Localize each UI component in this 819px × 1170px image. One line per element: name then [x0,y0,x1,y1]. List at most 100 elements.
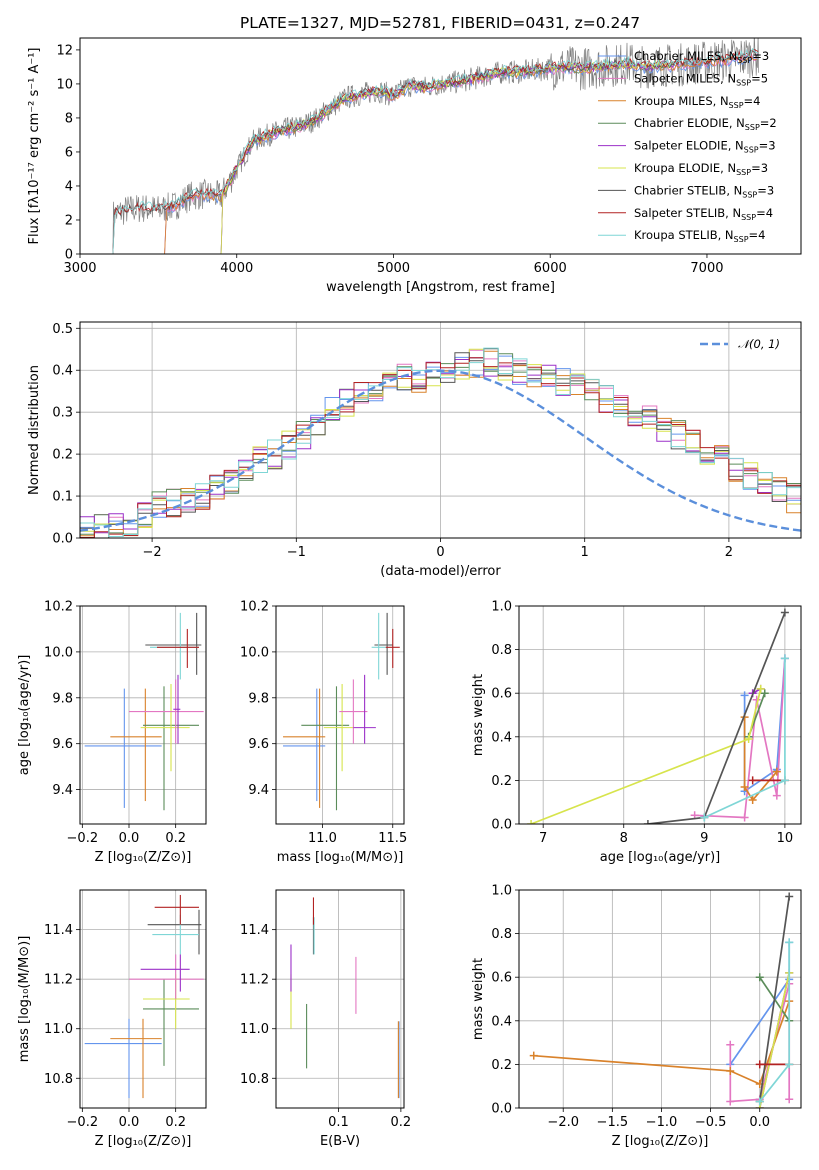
weight-marker [785,1060,794,1069]
y-axis-label: Normed distribution [27,365,42,495]
error-cross [140,954,190,992]
error-cross [157,628,199,668]
model-spectrum-line [220,59,675,254]
error-cross [353,674,376,744]
mass-vs-metallicity-panel: −0.2 0.0 0.2 10.8 11.0 11.2 11.4 Z [log₁₀(Z/Z⊙)… [17,889,207,1149]
y-tick-label: 9.6 [248,737,269,752]
error-cross [110,688,162,802]
weight-marker [780,654,789,663]
legend-entry: Chabrier STELIB, NSSP=3 [634,183,774,199]
error-cross [145,612,202,675]
error-cross [371,612,386,680]
residual-histogram-panel: −2 −1 0 1 2 0.0 0.1 0.2 0.3 0.4 0.5 (data-model)/er… [27,321,802,579]
axes-frame [275,889,405,1109]
error-cross [143,979,199,1066]
y-tick-label: 10 [56,77,73,92]
error-cross [150,612,199,680]
x-axis-label: Z [log₁₀(Z/Z⊙)] [95,850,192,865]
y-tick-label: 0.2 [52,448,73,463]
weight-marker [740,782,749,791]
spectrum-traces [112,38,760,254]
y-tick-label: 11.2 [44,973,73,988]
residual-histogram [80,347,801,538]
weight-marker [740,691,749,700]
model-spectrum-line [220,59,675,254]
weight-series-line [758,972,791,1108]
x-tick-label: −2.0 [547,1115,579,1130]
error-cross [154,894,199,925]
y-tick-label: 11.0 [44,1022,73,1037]
spectrum-panel: 3000 4000 5000 6000 7000 0 2 4 6 8 10 12 wavelength … [27,37,802,295]
x-tick-label: 11.0 [308,831,337,846]
histogram-layers [80,347,801,538]
mass-vs-reddening-panel: 0.1 0.2 10.8 11.0 11.2 11.4 E(B-V) [240,889,411,1149]
weight-series-line [694,658,786,819]
y-tick-label: 11.4 [44,923,73,938]
y-axis-label: mass weight [471,958,486,1040]
legend-entry: Chabrier MILES, NSSP=3 [634,49,769,65]
y-tick-label: 0.0 [491,818,512,833]
weight-marker [700,813,709,822]
x-tick-label: 2 [725,545,733,560]
age-vs-metallicity-panel: −0.2 0.0 0.2 9.4 9.6 9.8 10.0 10.2 Z [log₁₀(Z/Z⊙… [17,600,207,865]
error-cross [147,909,202,955]
error-cross [143,974,190,1029]
weight-marker [726,1066,735,1075]
error-cross [374,612,393,675]
error-cross [301,686,350,811]
y-tick-label: 9.4 [248,783,269,798]
weight-marker [780,608,789,617]
x-tick-label: −1.5 [597,1115,629,1130]
x-axis-label: (data-model)/error [380,564,501,579]
y-tick-label: 10.8 [240,1072,269,1087]
y-tick-label: 8 [65,111,73,126]
y-tick-label: 11.2 [240,973,269,988]
observed-spectrum-line [112,38,760,254]
legend-entry: Salpeter ELODIE, NSSP=3 [634,139,776,155]
weight-marker [748,776,757,785]
y-tick-label: 11.4 [240,923,269,938]
y-tick-label: 10.8 [44,1072,73,1087]
residual-histogram [80,357,801,538]
x-tick-label: −0.2 [67,1115,99,1130]
weight-marker [755,973,764,982]
axes-frame [79,605,207,825]
error-cross [385,628,400,668]
y-tick-label: 0.6 [491,971,512,986]
y-axis-label: Flux [fλ10⁻¹⁷ erg cm⁻² s⁻¹ A⁻¹] [27,48,42,245]
y-tick-label: 9.8 [248,691,269,706]
weight-marker [756,684,765,693]
y-tick-label: 0.8 [491,927,512,942]
y-tick-label: 0.0 [52,532,73,547]
x-tick-label: −0.2 [67,831,99,846]
figure-title: PLATE=1327, MJD=52781, FIBERID=0431, z=0… [240,14,640,32]
weight-series-line [758,896,791,1102]
weight-marker [726,1040,735,1049]
error-cross [84,688,162,808]
x-tick-label: −2 [143,545,162,560]
weight-marker [772,767,781,776]
error-bars [84,894,204,1099]
x-axis-label: Z [log₁₀(Z/Z⊙)] [95,1134,192,1149]
y-tick-label: 0.4 [491,1014,512,1029]
weight-marker [748,796,757,805]
x-axis-label: mass [log₁₀(M/M⊙)] [277,850,404,865]
y-axis-label: mass weight [471,674,486,756]
error-bars [84,612,204,811]
weight-lines [529,892,794,1108]
axes-frame [518,889,802,1109]
weight-marker [785,1095,794,1104]
weight-marker [755,1060,764,1069]
weight-vs-age-panel: 7 8 9 10 0.0 0.2 0.4 0.6 0.8 1.0 age [log₁₀(age/yr… [471,600,802,865]
legend-entry: Salpeter STELIB, NSSP=4 [634,206,773,222]
y-tick-label: 0.1 [52,490,73,505]
legend-entry: Kroupa ELODIE, NSSP=3 [634,161,768,177]
y-tick-label: 10.0 [240,645,269,660]
y-tick-label: 0.2 [491,774,512,789]
weight-marker [772,791,781,800]
y-axis-label: age [log₁₀(age/yr)] [17,655,32,776]
error-bars [290,897,400,1099]
weight-marker [785,892,794,901]
y-tick-label: 0.0 [491,1102,512,1117]
x-tick-label: −1.0 [646,1115,678,1130]
